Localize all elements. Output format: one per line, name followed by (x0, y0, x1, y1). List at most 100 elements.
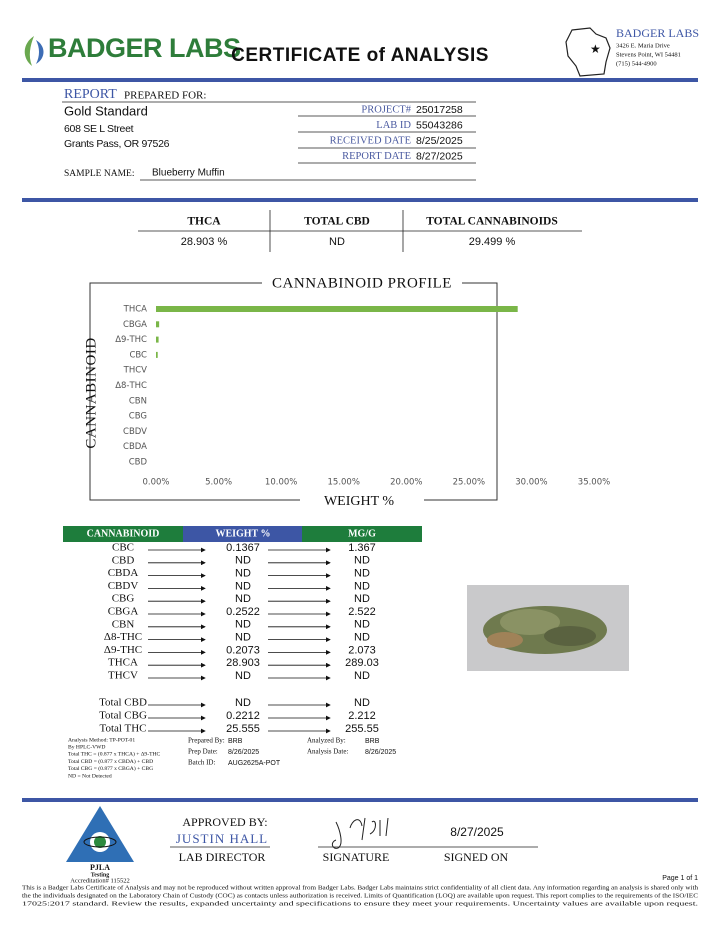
page-number: Page 1 of 1 (662, 875, 698, 882)
mg-value: ND (354, 555, 370, 567)
cannabinoid-name: THCV (108, 670, 138, 682)
cannabinoid-name: CBC (112, 542, 134, 554)
field-label: RECEIVED DATE (330, 135, 411, 146)
weight-value: ND (235, 580, 251, 592)
bar (156, 321, 160, 328)
mg-value: ND (354, 619, 370, 631)
cannabinoid-name: Total CBD (99, 697, 147, 709)
summary-value: 28.903 % (181, 236, 228, 248)
bar (156, 306, 518, 312)
rules (62, 101, 582, 848)
sample-name-label: SAMPLE NAME: (64, 169, 134, 179)
signature (331, 817, 389, 849)
table-header: MG/G (348, 528, 376, 539)
star: ★ (590, 42, 601, 56)
cannabinoid-name: CBN (112, 618, 135, 630)
summary-value: ND (329, 236, 345, 248)
summary-value: 29.499 % (469, 236, 516, 248)
method-note: Total CBG = (0.877 x CBGA) + CBG (68, 765, 153, 772)
cannabinoid-name: CBG (112, 593, 135, 605)
method-note: ND = Not Detected (68, 773, 112, 779)
accreditation-number: Accreditation# 115522 (70, 877, 130, 884)
mg-value: ND (354, 568, 370, 580)
chart-title: CANNABINOID PROFILE (272, 275, 452, 291)
approver-title: LAB DIRECTOR (179, 850, 266, 864)
mg-value: 2.073 (348, 644, 376, 656)
x-tick-label: 35.00% (578, 478, 610, 488)
prep-value: BRB (365, 738, 380, 745)
lab-address: (715) 544-4900 (616, 60, 657, 67)
y-tick-label: CBGA (123, 320, 147, 330)
y-tick-label: Δ8-THC (115, 381, 147, 391)
sample-photo (467, 585, 629, 671)
disclaimer: 17025:2017 standard. Review the results,… (22, 900, 699, 907)
y-tick-label: THCA (123, 305, 148, 315)
method-note: Total CBD = (0.877 x CBDA) + CBD (68, 758, 153, 765)
prep-label: Analyzed By: (307, 737, 346, 745)
weight-value: 0.2212 (226, 710, 260, 722)
mg-value: ND (354, 593, 370, 605)
y-tick-label: CBDA (123, 442, 147, 452)
weight-value: ND (235, 568, 251, 580)
mg-value: ND (354, 670, 370, 682)
prep-value: 8/26/2025 (228, 749, 259, 756)
divider-bar (22, 78, 698, 82)
cannabinoid-name: CBD (112, 554, 135, 566)
cannabinoid-name: CBGA (108, 606, 139, 618)
cannabinoid-name: Total THC (100, 723, 147, 735)
y-tick-label: CBC (129, 350, 147, 360)
summary-header: TOTAL CBD (304, 216, 370, 228)
signed-on-label: SIGNED ON (444, 850, 509, 864)
x-tick-label: 0.00% (142, 478, 169, 488)
field-value: 25017258 (416, 104, 463, 116)
weight-value: ND (235, 632, 251, 644)
pjla-logo (66, 806, 134, 862)
y-tick-label: CBG (129, 412, 147, 422)
header-cell (63, 526, 183, 542)
y-tick-label: Δ9-THC (115, 335, 147, 345)
sample-name: Blueberry Muffin (152, 168, 225, 179)
x-tick-label: 10.00% (265, 478, 297, 488)
signature-label: SIGNATURE (323, 850, 390, 864)
prep-label: Analysis Date: (307, 748, 348, 756)
client-city: Grants Pass, OR 97526 (64, 138, 170, 150)
lab-address: Stevens Point, WI 54481 (616, 51, 681, 58)
method-note: Total THC = (0.877 x THCA) + Δ9-THC (68, 751, 161, 758)
x-tick-label: 5.00% (205, 478, 232, 488)
divider-bar (22, 798, 698, 802)
accreditation-sub: Testing (91, 872, 109, 878)
weight-value: ND (235, 619, 251, 631)
weight-value: 25.555 (226, 723, 260, 735)
axis-mask (300, 492, 424, 510)
header-cell (302, 526, 422, 542)
chart-frame (89, 282, 498, 501)
method-note: Analysis Method: TP-POT-01 (68, 737, 135, 743)
approver-name: JUSTIN HALL (176, 831, 268, 846)
weight-value: 0.1367 (226, 542, 260, 554)
summary-header: TOTAL CANNABINOIDS (426, 216, 558, 228)
report-label: REPORT (64, 87, 117, 102)
prep-label: Prep Date: (188, 748, 218, 756)
bar (156, 336, 159, 343)
field-label: PROJECT# (361, 104, 411, 115)
weight-value: 0.2522 (226, 606, 260, 618)
cannabinoid-name: Total CBG (99, 710, 147, 722)
mg-value: 289.03 (345, 657, 379, 669)
x-tick-label: 20.00% (390, 478, 422, 488)
client-street: 608 SE L Street (64, 123, 134, 135)
weight-value: ND (235, 593, 251, 605)
state-map (565, 27, 611, 77)
header-cell (183, 526, 302, 542)
x-tick-label: 30.00% (515, 478, 547, 488)
lab-address: 3426 E. Maria Drive (616, 42, 670, 49)
mg-value: 255.55 (345, 723, 379, 735)
lab-name: BADGER LABS (616, 26, 699, 40)
bar (156, 351, 158, 358)
prep-label: Batch ID: (188, 759, 215, 767)
cannabinoid-name: CBDA (108, 567, 139, 579)
prep-value: 8/26/2025 (365, 749, 396, 756)
cannabinoid-name: THCA (108, 657, 138, 669)
table-header: WEIGHT % (215, 528, 270, 539)
prep-value: BRB (228, 738, 243, 745)
field-label: REPORT DATE (342, 151, 411, 162)
